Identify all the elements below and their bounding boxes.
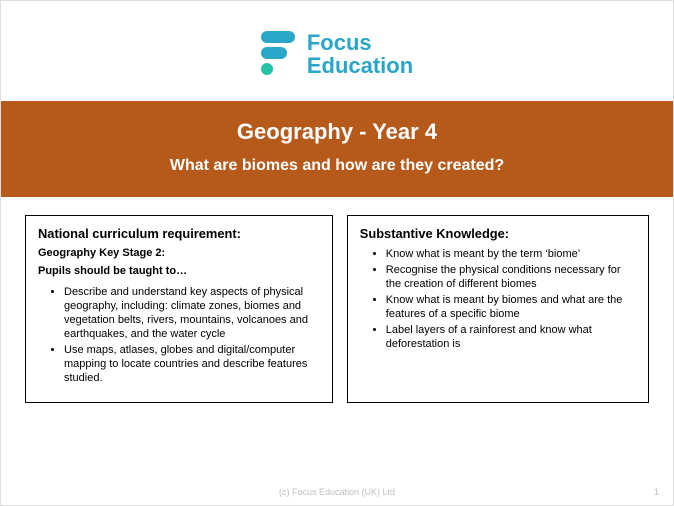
- list-item: Use maps, atlases, globes and digital/co…: [64, 343, 320, 385]
- curriculum-subheading: Geography Key Stage 2:: [38, 247, 320, 259]
- content-columns: National curriculum requirement: Geograp…: [1, 197, 673, 403]
- page-title: Geography - Year 4: [21, 119, 653, 145]
- knowledge-box: Substantive Knowledge: Know what is mean…: [347, 215, 649, 403]
- curriculum-list: Describe and understand key aspects of p…: [38, 285, 320, 386]
- logo-area: Focus Education: [1, 1, 673, 101]
- knowledge-list: Know what is meant by the term ‘biome’ R…: [360, 247, 636, 352]
- footer-copyright: (c) Focus Education (UK) Ltd: [1, 487, 673, 497]
- logo-line2: Education: [307, 54, 413, 77]
- curriculum-intro: Pupils should be taught to…: [38, 265, 320, 277]
- page-subtitle: What are biomes and how are they created…: [21, 157, 653, 175]
- knowledge-heading: Substantive Knowledge:: [360, 226, 636, 241]
- title-banner: Geography - Year 4 What are biomes and h…: [1, 101, 673, 197]
- curriculum-box: National curriculum requirement: Geograp…: [25, 215, 333, 403]
- logo-icon: [261, 29, 297, 79]
- page-number: 1: [654, 487, 659, 497]
- list-item: Label layers of a rainforest and know wh…: [386, 323, 636, 351]
- list-item: Know what is meant by the term ‘biome’: [386, 247, 636, 261]
- list-item: Know what is meant by biomes and what ar…: [386, 293, 636, 321]
- curriculum-heading: National curriculum requirement:: [38, 226, 320, 241]
- list-item: Describe and understand key aspects of p…: [64, 285, 320, 341]
- list-item: Recognise the physical conditions necess…: [386, 263, 636, 291]
- logo-line1: Focus: [307, 31, 413, 54]
- logo-text: Focus Education: [307, 31, 413, 77]
